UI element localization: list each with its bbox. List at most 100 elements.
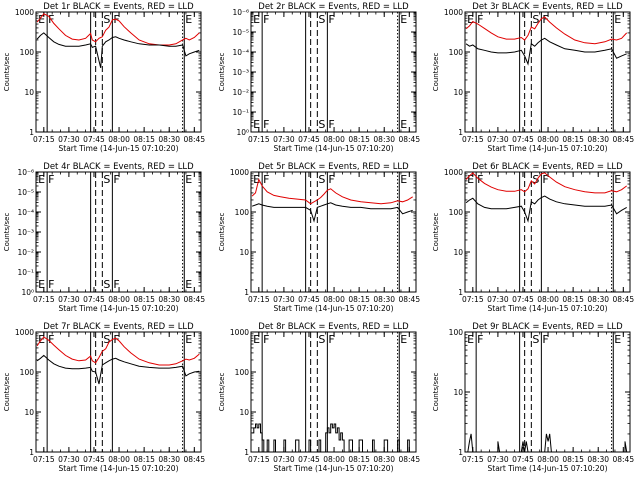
series-lld [465,172,627,194]
y-tick-label: 10⁻⁵ [232,28,249,37]
flag-label: F [328,173,334,186]
y-axis-label: Counts/sec [432,213,440,252]
x-axis-label: Start Time (14-Jun-15 07:10:20) [274,144,394,153]
flag-label: F [477,13,483,26]
x-tick-label: 08:15 [562,295,584,304]
x-axis-label: Start Time (14-Jun-15 07:10:20) [59,304,179,313]
flag-label: F [263,333,269,346]
y-tick-label: 10 [239,248,249,257]
x-tick-label: 07:45 [83,295,105,304]
y-tick-label: 10⁻³ [17,228,34,237]
flag-label: F [48,173,54,186]
x-tick-label: 08:15 [562,135,584,144]
panel-title: Det 6r BLACK = Events, RED = LLD [472,162,623,172]
x-tick-label: 07:30 [487,455,509,464]
x-tick-label: 08:45 [398,295,420,304]
flag-label: E [38,173,45,186]
x-tick-label: 07:15 [462,135,484,144]
y-tick-label: 10⁻⁶ [17,168,34,177]
plot-frame [35,171,202,293]
x-tick-label: 08:15 [348,135,370,144]
x-axis-label: Start Time (14-Jun-15 07:10:20) [488,144,608,153]
panel-title: Det 7r BLACK = Events, RED = LLD [43,322,194,332]
x-tick-label: 08:30 [587,295,609,304]
flag-label: F [263,173,269,186]
plot-frame [35,11,202,133]
panel-title: Det 4r BLACK = Events, RED = LLD [43,162,194,172]
panel-title: Det 2r BLACK = Events, RED = LLD [258,2,409,12]
y-tick-label: 1 [458,448,463,457]
y-tick-label: 10 [453,88,463,97]
flag-label: S [103,13,110,26]
y-tick-label: 1000 [230,328,249,337]
y-tick-label: 1 [244,288,249,297]
flag-label: F [263,13,269,26]
flag-label: F [477,173,483,186]
panel-4: Det 4r BLACK = Events, RED = LLD 10⁰ 10⁻¹ 1… [3,162,205,313]
flag-label: S [532,13,539,26]
y-tick-label: 1 [29,128,34,137]
y-tick-label: 100 [20,368,35,377]
flag-label: E [185,13,192,26]
y-tick-label: 10⁻⁴ [232,48,249,57]
x-tick-label: 07:30 [487,135,509,144]
x-tick-label: 08:30 [587,135,609,144]
y-tick-label: 10⁻³ [232,68,249,77]
series-events [36,32,200,69]
flag-label: E [467,13,474,26]
y-tick-label: 1000 [444,168,463,177]
flag-label: F [542,333,548,346]
panel-title: Det 1r BLACK = Events, RED = LLD [43,2,194,12]
y-tick-label: 100 [449,208,464,217]
x-tick-label: 07:45 [512,295,534,304]
x-tick-label: 08:15 [133,295,155,304]
flag-label: E [400,333,407,346]
y-tick-label: 10 [453,248,463,257]
y-axis-label: Counts/sec [3,213,11,252]
flag-label: F [542,13,548,26]
x-tick-label: 08:15 [348,295,370,304]
flag-label: F [542,173,548,186]
y-tick-label: 1 [458,128,463,137]
x-tick-label: 08:00 [323,455,345,464]
flag-label: F [263,118,269,131]
x-axis-label: Start Time (14-Jun-15 07:10:20) [274,464,394,473]
x-axis-label: Start Time (14-Jun-15 07:10:20) [59,464,179,473]
y-axis-label: Counts/sec [432,53,440,92]
panel-title: Det 9r BLACK = Events, RED = LLD [472,322,623,332]
y-tick-label: 1 [29,448,34,457]
series-events [465,37,627,66]
x-tick-label: 07:30 [273,295,295,304]
y-tick-label: 10 [24,408,34,417]
panel-2: Det 2r BLACK = Events, RED = LLD 10⁰ 10⁻¹ 1… [218,2,420,153]
x-tick-label: 07:30 [58,295,80,304]
y-axis-label: Counts/sec [3,53,11,92]
x-axis-label: Start Time (14-Jun-15 07:10:20) [59,144,179,153]
flag-label: E [38,278,45,291]
flag-label: F [113,173,119,186]
panel-7: Det 7r BLACK = Events, RED = LLD 1 10 100 10… [3,322,205,473]
y-tick-label: 10⁻² [232,88,249,97]
flag-label: F [328,13,334,26]
x-tick-label: 08:00 [108,295,130,304]
y-tick-label: 100 [449,328,464,337]
flag-label: F [113,278,119,291]
x-axis-label: Start Time (14-Jun-15 07:10:20) [488,464,608,473]
flag-label: E [400,118,407,131]
x-tick-label: 08:45 [183,455,205,464]
y-axis-label: Counts/sec [432,373,440,412]
plot-frame [464,11,631,133]
series-lld [36,13,200,46]
x-tick-label: 07:45 [512,455,534,464]
flag-label: S [318,173,325,186]
y-tick-label: 10 [453,388,463,397]
flag-label: E [467,333,474,346]
y-tick-label: 1000 [230,168,249,177]
flag-label: F [477,333,483,346]
panel-1: Det 1r BLACK = Events, RED = LLD 1 10 100 10… [3,2,205,153]
x-axis-label: Start Time (14-Jun-15 07:10:20) [274,304,394,313]
x-tick-label: 07:15 [462,455,484,464]
y-axis-label: Counts/sec [218,213,226,252]
y-tick-label: 100 [449,48,464,57]
